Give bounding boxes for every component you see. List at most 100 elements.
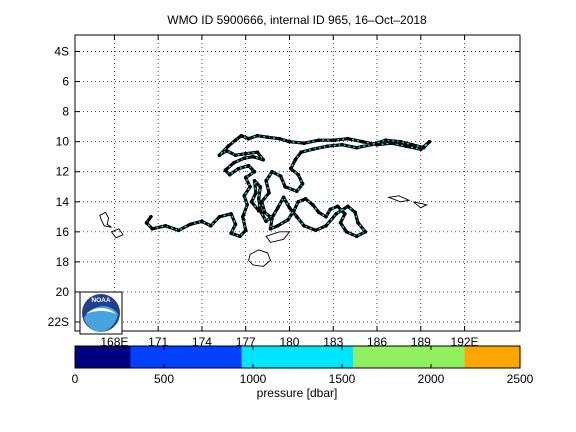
profile-marker (163, 224, 168, 228)
profile-marker (384, 138, 388, 142)
profile-marker (200, 219, 204, 224)
y-tick-label: 4S (54, 45, 69, 59)
profile-marker (389, 141, 394, 145)
profile-marker (277, 136, 282, 141)
y-tick-label: 14 (56, 195, 70, 209)
profile-marker (268, 227, 273, 231)
colorbar-tick-label: 1500 (329, 372, 356, 386)
profile-marker (410, 142, 414, 147)
profile-marker (313, 228, 318, 233)
profile-marker (340, 142, 344, 147)
profile-marker (375, 142, 379, 147)
profile-marker (287, 139, 292, 144)
map-grid (75, 35, 520, 331)
profile-marker (233, 222, 238, 227)
map-frame (74, 34, 521, 332)
colorbar-band (353, 346, 465, 368)
noaa-logo: NOAA (79, 291, 123, 335)
profile-marker (316, 210, 321, 215)
profile-marker (251, 154, 255, 159)
colorbar-tick-label: 0 (72, 372, 79, 386)
colorbar-band (464, 346, 520, 368)
profile-marker (246, 136, 251, 141)
colorbar-bands (75, 346, 520, 368)
profile-marker (344, 230, 349, 234)
profile-marker (421, 145, 426, 150)
profile-marker (265, 135, 270, 139)
profile-marker (245, 203, 249, 207)
profile-marker (144, 221, 149, 225)
profile-marker (299, 150, 303, 154)
profile-marker (286, 218, 290, 222)
profile-marker (249, 200, 254, 204)
profile-marker (302, 224, 306, 228)
profile-marker (176, 228, 181, 233)
colorbar-tick-label: 500 (154, 372, 174, 386)
profile-marker (255, 150, 260, 154)
profile-marker (257, 209, 261, 213)
profile-marker (353, 210, 357, 215)
profile-marker (264, 178, 268, 183)
profile-marker (208, 224, 213, 228)
profile-marker (300, 182, 305, 186)
profile-marker (246, 163, 251, 168)
profile-marker (270, 169, 274, 174)
profile-marker (232, 160, 236, 165)
profile-marker (369, 142, 374, 147)
profile-marker (398, 139, 403, 144)
profile-marker (335, 204, 340, 209)
profile-marker (255, 133, 260, 138)
profile-marker (334, 212, 339, 216)
profile-marker (356, 221, 360, 225)
profile-marker (188, 222, 193, 227)
logo-text: NOAA (91, 297, 110, 304)
profile-marker (363, 230, 368, 234)
profile-marker (233, 153, 238, 157)
logo-wave (84, 306, 118, 332)
profile-marker (295, 215, 299, 219)
y-tick-label: 22S (48, 315, 69, 329)
colorbar-label: pressure [dbar] (257, 386, 338, 400)
profile-marker (354, 145, 359, 150)
colorbar-band (241, 346, 354, 368)
profile-marker (224, 148, 229, 153)
colorbar-band (75, 346, 131, 368)
profile-marker (311, 203, 315, 207)
profile-marker (324, 215, 328, 219)
profile-marker (217, 153, 222, 157)
profile-marker (302, 141, 306, 145)
profile-marker (295, 189, 299, 194)
float-track (144, 133, 432, 239)
profile-marker (324, 224, 328, 228)
profile-marker (270, 216, 274, 221)
profile-marker (242, 156, 246, 160)
y-tick-label: 20 (56, 285, 70, 299)
profile-marker (271, 213, 276, 218)
colorbar-band (130, 346, 242, 368)
profile-marker (283, 185, 287, 189)
profile-marker (229, 212, 233, 216)
profile-marker (311, 147, 315, 151)
profile-marker (427, 139, 432, 144)
profile-marker (328, 207, 333, 212)
profile-marker (293, 157, 298, 162)
profile-marker (354, 234, 359, 239)
profile-marker (229, 231, 233, 236)
island-outline (413, 201, 428, 209)
y-tick-label: 16 (56, 225, 70, 239)
y-tick-label: 18 (56, 255, 70, 269)
profile-marker (239, 133, 244, 138)
profile-marker (243, 228, 248, 233)
y-tick-label: 12 (56, 165, 70, 179)
colorbar-tick-label: 1000 (240, 372, 267, 386)
chart-title: WMO ID 5900666, internal ID 965, 16–Oct–… (167, 13, 427, 27)
profile-marker (242, 194, 246, 198)
profile-marker (292, 209, 296, 213)
profile-marker (343, 212, 347, 216)
profile-marker (217, 215, 222, 219)
profile-marker (331, 138, 336, 142)
colorbar-ticks: 0 500 1000 1500 2000 2500 (72, 346, 534, 386)
colorbar-frame (74, 345, 521, 369)
profile-marker (262, 210, 267, 215)
